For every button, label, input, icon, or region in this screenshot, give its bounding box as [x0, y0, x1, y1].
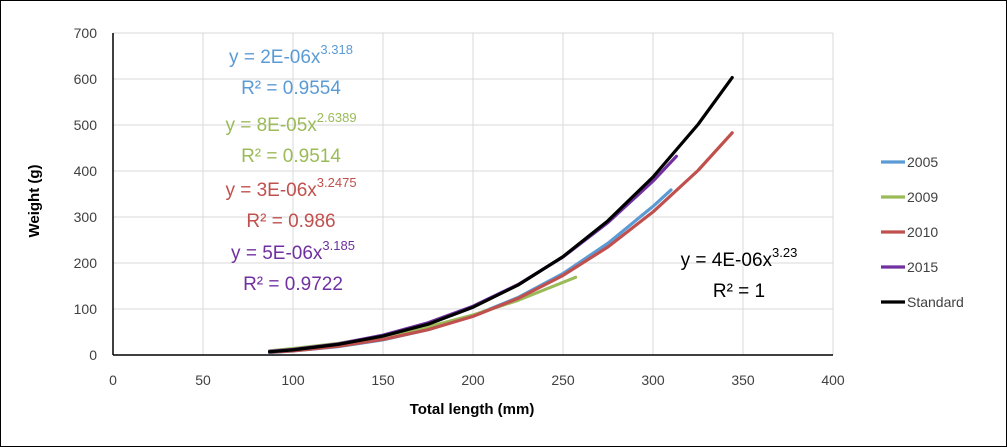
trendline-annotation: y = 3E-06x3.2475 R² = 0.986 — [225, 175, 356, 232]
x-tick-label: 0 — [109, 372, 117, 388]
series-line-2010 — [268, 131, 734, 354]
gridlines — [113, 32, 834, 355]
trendline-annotation: y = 2E-06x3.318 R² = 0.9554 — [229, 42, 353, 99]
legend: 2005 2009 2010 2015 Standard — [881, 154, 964, 310]
r-squared-text: R² = 0.9514 — [241, 146, 341, 167]
r-squared-text: R² = 0.9722 — [243, 274, 343, 295]
x-tick-label: 250 — [551, 372, 575, 388]
x-axis-title: Total length (mm) — [410, 401, 535, 418]
axes — [112, 33, 833, 356]
equation-exponent: 3.2475 — [317, 175, 357, 190]
equation-base: y = 3E-06x — [225, 180, 317, 201]
legend-item: 2009 — [881, 189, 938, 205]
y-tick-label: 500 — [74, 117, 98, 133]
r-squared-text: R² = 1 — [713, 281, 765, 302]
trendline-annotation: y = 5E-06x3.185 R² = 0.9722 — [231, 238, 355, 295]
y-tick-label: 0 — [89, 347, 97, 363]
y-tick-label: 100 — [74, 301, 98, 317]
r-squared-text: R² = 0.9554 — [241, 78, 341, 99]
x-tick-label: 200 — [461, 372, 485, 388]
legend-label: 2015 — [907, 259, 938, 275]
equation-base: y = 2E-06x — [229, 47, 321, 68]
legend-item: 2015 — [881, 259, 938, 275]
y-tick-label: 400 — [74, 163, 98, 179]
legend-item: 2010 — [881, 224, 938, 240]
x-tick-label: 100 — [281, 372, 305, 388]
equation-text: y = 3E-06x3.2475 — [225, 175, 356, 201]
equation-base: y = 5E-06x — [231, 243, 323, 264]
tick-labels: 0 100 200 300 400 500 600 700 0 50 100 150 200 250 300… — [74, 25, 845, 388]
x-tick-label: 50 — [195, 372, 211, 388]
legend-label: Standard — [907, 294, 964, 310]
legend-label: 2005 — [907, 154, 938, 170]
y-tick-label: 300 — [74, 209, 98, 225]
equation-base: y = 8E-05x — [225, 115, 317, 136]
trendline-annotation: y = 4E-06x3.23 R² = 1 — [681, 245, 798, 302]
x-tick-label: 300 — [641, 372, 665, 388]
y-tick-label: 600 — [74, 71, 98, 87]
series-line-standard — [268, 75, 734, 354]
equation-text: y = 5E-06x3.185 — [231, 238, 355, 264]
equation-exponent: 3.318 — [320, 42, 353, 57]
legend-label: 2010 — [907, 224, 938, 240]
equation-exponent: 3.23 — [772, 245, 797, 260]
x-tick-label: 150 — [371, 372, 395, 388]
x-tick-label: 350 — [731, 372, 755, 388]
y-tick-label: 200 — [74, 255, 98, 271]
equation-base: y = 4E-06x — [681, 250, 773, 271]
equation-text: y = 4E-06x3.23 — [681, 245, 798, 271]
y-tick-label: 700 — [74, 25, 98, 41]
trendline-annotation: y = 8E-05x2.6389 R² = 0.9514 — [225, 110, 356, 167]
series-lines — [268, 75, 734, 355]
x-tick-label: 400 — [821, 372, 845, 388]
legend-label: 2009 — [907, 189, 938, 205]
y-axis-title: Weight (g) — [26, 164, 43, 237]
equation-exponent: 3.185 — [322, 238, 355, 253]
legend-item: 2005 — [881, 154, 938, 170]
equation-exponent: 2.6389 — [317, 110, 357, 125]
equation-text: y = 8E-05x2.6389 — [225, 110, 356, 136]
r-squared-text: R² = 0.986 — [246, 211, 335, 232]
equation-text: y = 2E-06x3.318 — [229, 42, 353, 68]
trendline-equations: y = 2E-06x3.318 R² = 0.9554 y = 8E-05x2.63… — [225, 42, 797, 302]
legend-item: Standard — [881, 294, 964, 310]
